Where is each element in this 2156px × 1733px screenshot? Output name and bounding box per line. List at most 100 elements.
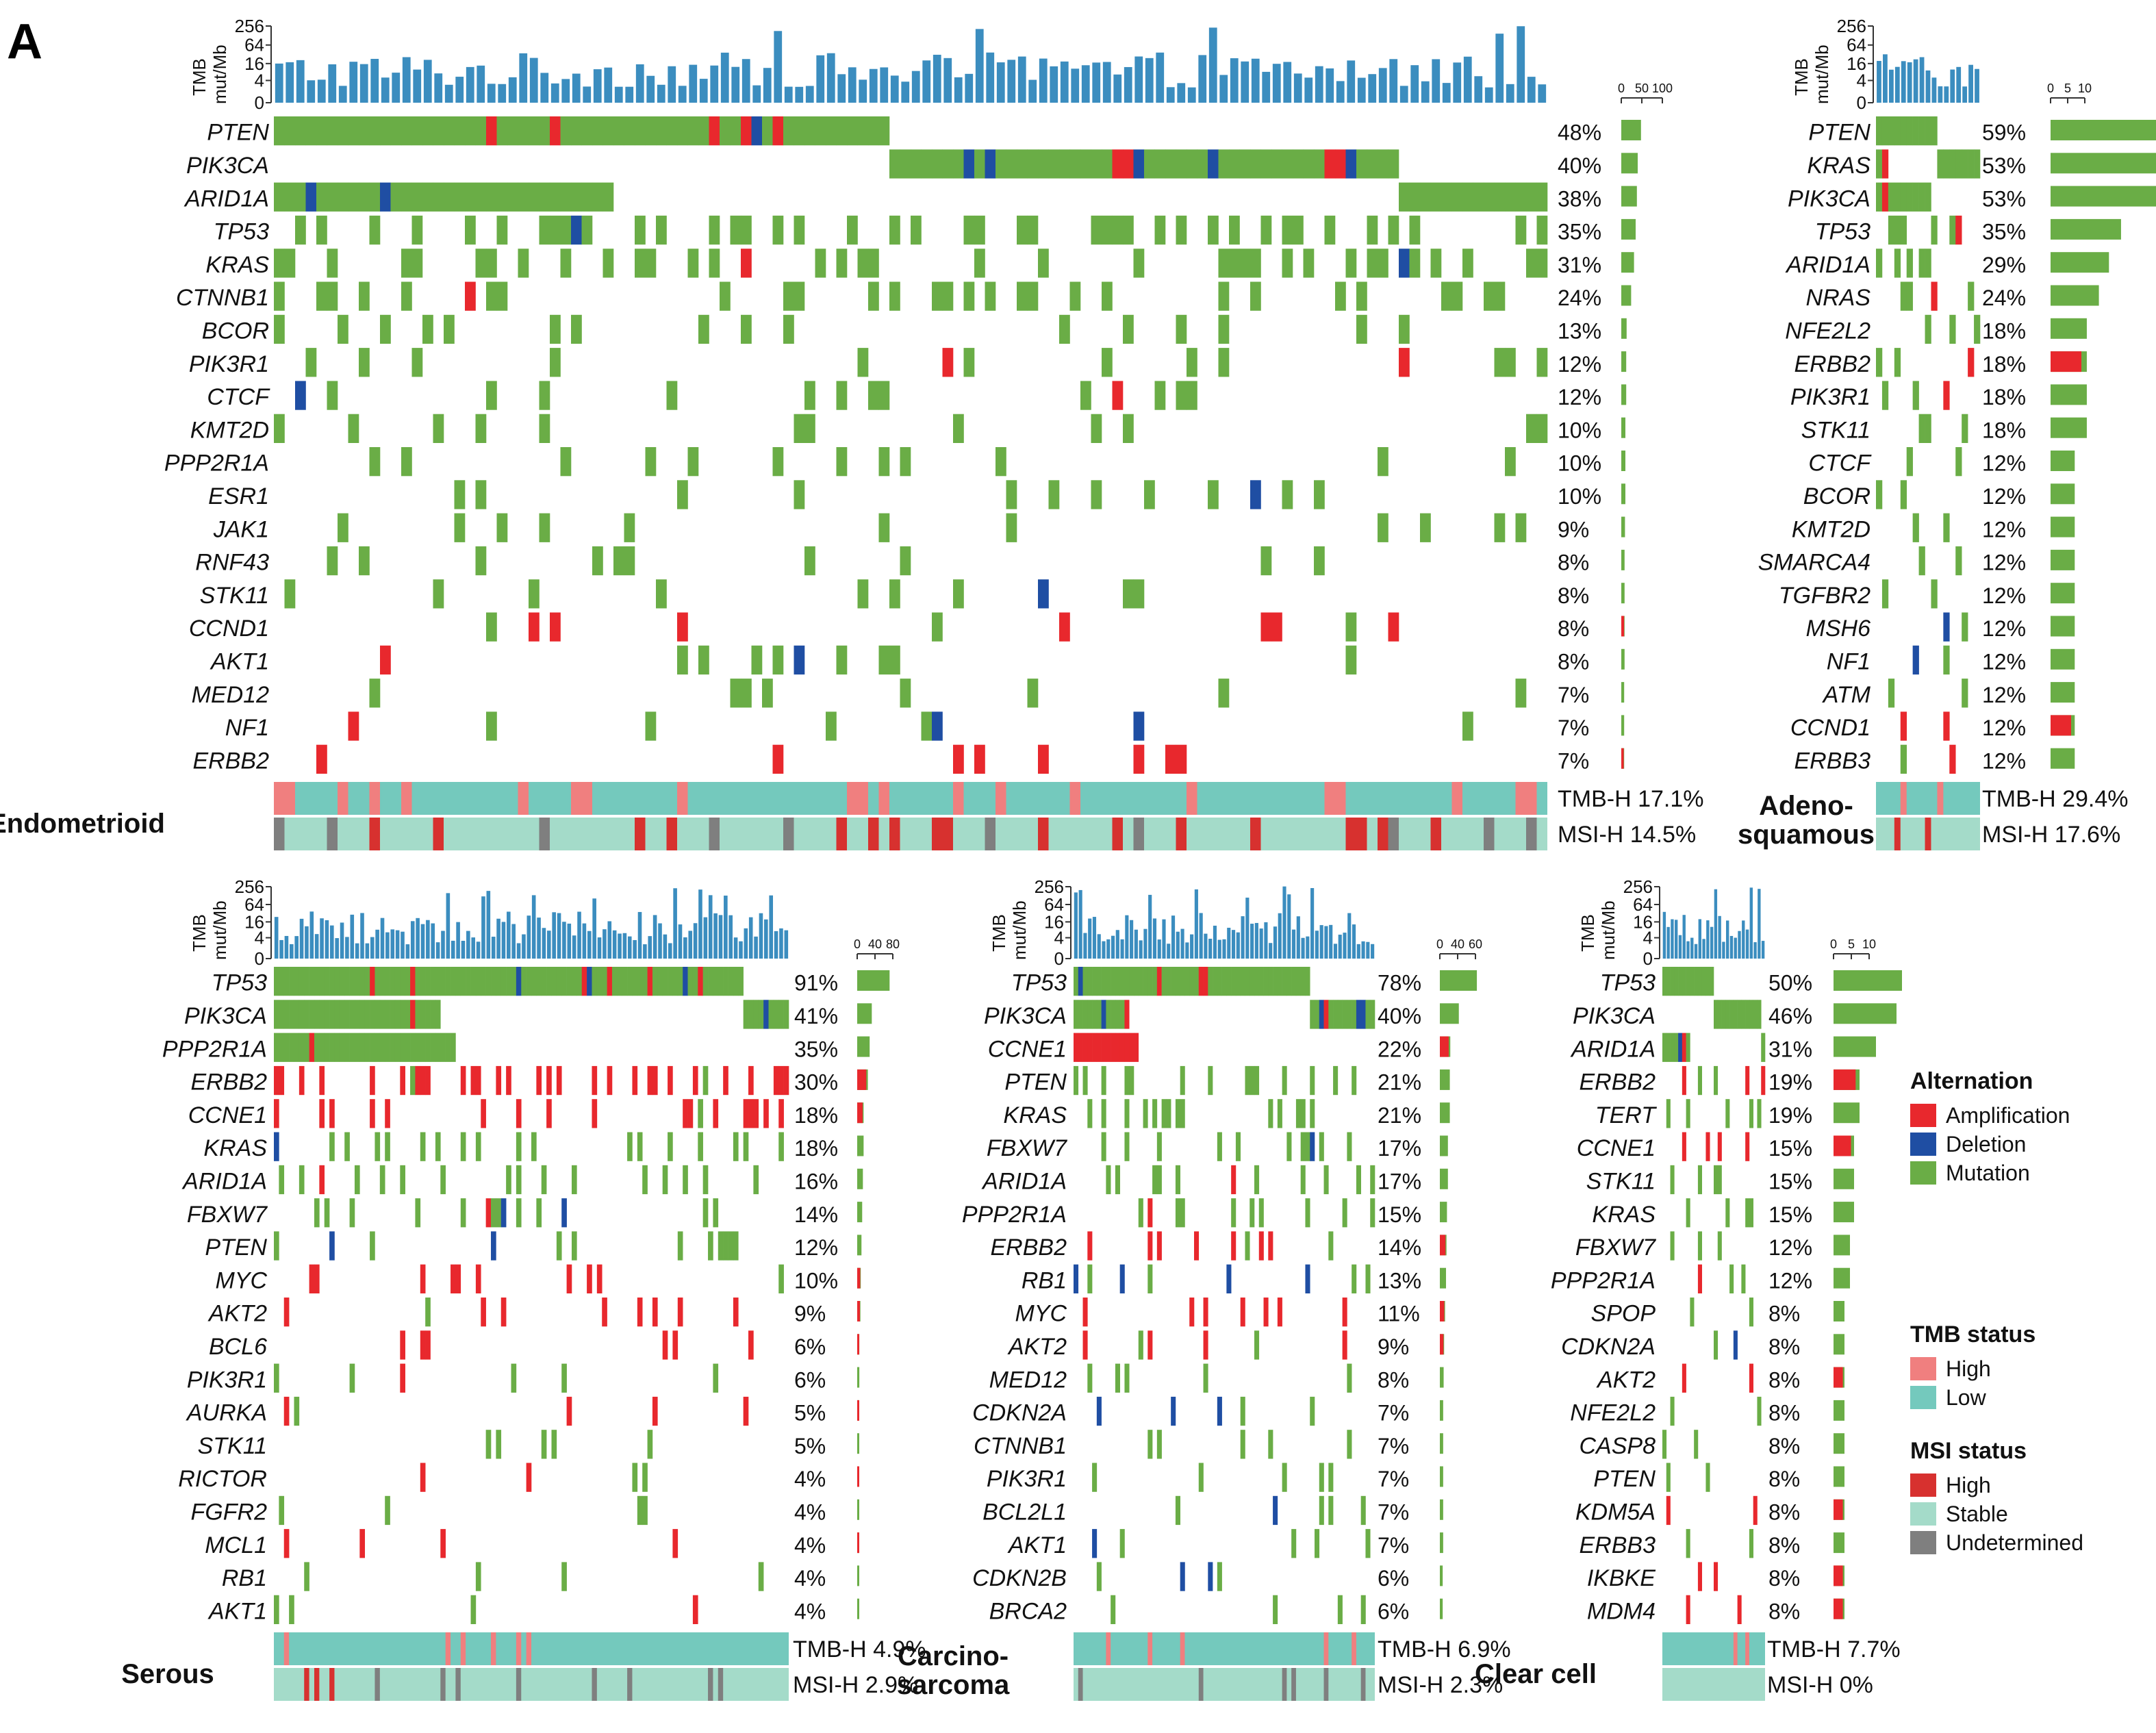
tmb-high-cell — [284, 782, 295, 815]
gene-label: CTCF — [1808, 451, 1872, 477]
tmb-tick-label: 0 — [255, 948, 264, 969]
tmb-bar — [1333, 944, 1338, 959]
alteration-cell — [723, 967, 728, 996]
alteration-cell — [550, 215, 561, 245]
alteration-cell — [400, 1000, 405, 1029]
gene-row-pik3ca: PIK3CA 41% — [184, 1000, 872, 1029]
tmb-bar — [622, 933, 627, 959]
tmb-high-cell — [571, 782, 582, 815]
tmb-high-cell — [1324, 782, 1335, 815]
alteration-cell — [496, 281, 508, 311]
gene-row-mcl1: MCL1 4% — [205, 1529, 859, 1558]
alteration-cell — [440, 1033, 446, 1062]
frequency-bar — [1834, 1433, 1844, 1454]
alteration-cell — [772, 645, 784, 675]
alteration-cell — [1666, 1033, 1671, 1062]
alteration-cell — [486, 182, 497, 212]
alteration-cell — [338, 182, 348, 212]
msi-high-cell — [433, 818, 444, 850]
frequency-bar — [2051, 252, 2109, 273]
alteration-cell — [411, 116, 423, 146]
alteration-cell — [274, 1363, 279, 1393]
alteration-cell — [723, 1065, 728, 1096]
msi-high-cell — [1345, 818, 1356, 850]
tmb-bar — [587, 931, 592, 959]
tmb-high-cell — [1069, 782, 1080, 815]
msi-undetermined-cell — [440, 1668, 446, 1701]
alteration-cell — [1096, 1562, 1102, 1591]
tmb-bar — [1078, 889, 1082, 959]
tmb-bar — [380, 918, 385, 959]
alteration-cell — [1441, 182, 1452, 212]
gene-percent: 17% — [1378, 1169, 1421, 1193]
alteration-cell — [1038, 744, 1049, 774]
tmb-bar — [1134, 56, 1143, 103]
alteration-cell — [758, 1562, 764, 1591]
alteration-cell — [1048, 149, 1060, 179]
alteration-cell — [295, 182, 306, 212]
gene-percent: 12% — [1982, 484, 2026, 509]
gene-percent: 18% — [794, 1103, 838, 1128]
alteration-cell — [642, 1463, 648, 1492]
gene-percent: 31% — [1768, 1037, 1812, 1061]
alteration-cell — [1912, 513, 1919, 542]
alteration-cell — [1462, 249, 1473, 278]
alteration-cell — [1694, 967, 1699, 996]
alteration-cell — [1240, 1430, 1245, 1459]
tmb-bar — [359, 64, 368, 103]
tmb-bar — [1944, 86, 1949, 103]
alteration-cell — [1345, 645, 1357, 675]
alteration-cell — [1218, 281, 1230, 311]
frequency-bar — [857, 1135, 864, 1156]
alteration-cell — [1749, 1298, 1753, 1327]
tmb-bar — [1007, 60, 1016, 103]
frequency-bar — [1834, 1036, 1876, 1057]
alteration-cell — [1038, 579, 1049, 609]
alteration-cell — [709, 215, 720, 245]
alteration-cell — [571, 314, 582, 344]
alteration-cell — [702, 967, 709, 996]
panel-title: Endometrioid — [0, 809, 165, 839]
alteration-cell — [1147, 1430, 1153, 1459]
alteration-cell — [1662, 967, 1667, 996]
tmb-bar — [689, 64, 698, 103]
alteration-cell — [1080, 381, 1091, 410]
frequency-bar — [2051, 616, 2075, 637]
alteration-cell — [1187, 149, 1197, 179]
msi-status-track — [1662, 1668, 1765, 1701]
alteration-cell — [1189, 1298, 1195, 1327]
alteration-cell — [1749, 1000, 1753, 1029]
tmb-high-cell — [878, 782, 889, 815]
alteration-cell — [1310, 1099, 1315, 1128]
gene-label: AKT2 — [207, 1301, 267, 1327]
alteration-cell — [401, 116, 412, 146]
tmb-bar — [880, 67, 889, 103]
alteration-cell — [1082, 1000, 1088, 1029]
alteration-cell — [561, 967, 567, 996]
tmb-bar — [1666, 926, 1670, 959]
alteration-cell — [1900, 744, 1907, 774]
tmb-bar — [1231, 930, 1236, 959]
alteration-cell — [889, 215, 900, 245]
alteration-cell — [1536, 414, 1548, 443]
alteration-cell — [1017, 281, 1028, 311]
gene-row-jak1: JAK1 9% — [213, 513, 1625, 542]
alteration-cell — [1156, 1231, 1162, 1261]
alteration-cell — [1082, 1033, 1088, 1062]
alteration-cell — [571, 116, 582, 146]
tmb-high-cell — [526, 1632, 531, 1665]
frequency-bar — [1440, 970, 1478, 991]
gene-percent: 22% — [1378, 1037, 1421, 1061]
alteration-cell — [1069, 149, 1081, 179]
alteration-cell — [1888, 215, 1895, 245]
alteration-cell — [425, 1000, 431, 1029]
msi-high-cell — [1894, 818, 1901, 850]
gene-row-arid1a: ARID1A 17% — [981, 1165, 1448, 1195]
gene-percent: 40% — [1558, 153, 1601, 178]
alteration-cell — [1156, 1165, 1162, 1195]
gene-row-pten: PTEN 59% — [1808, 116, 2156, 146]
tmb-axis-label: mut/Mb — [210, 45, 230, 104]
msi-status-label: MSI-H 2.9% — [793, 1672, 918, 1698]
msi-high-cell — [329, 1668, 335, 1701]
